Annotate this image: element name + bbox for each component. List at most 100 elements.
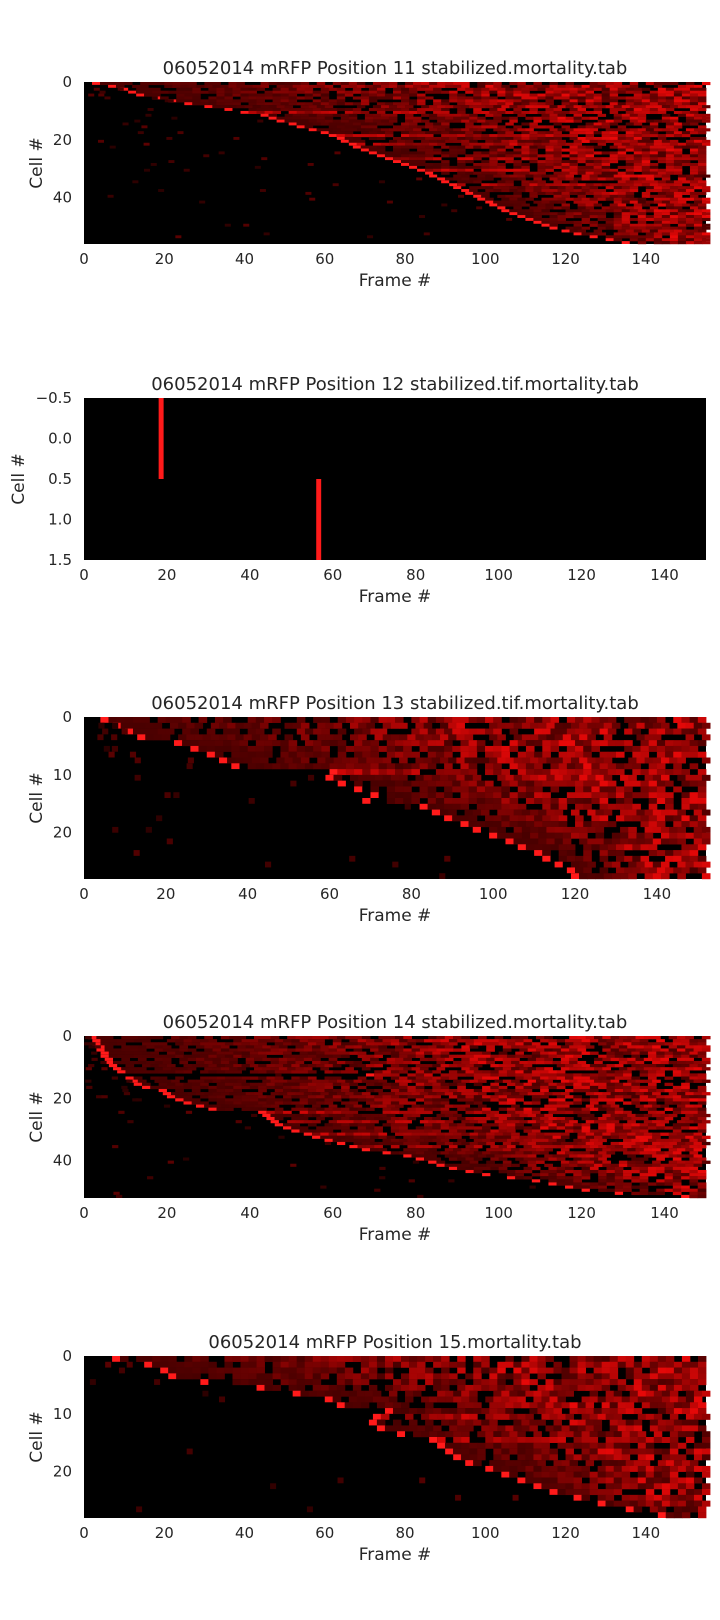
heat-cell <box>204 1067 213 1071</box>
heat-cell <box>593 93 603 97</box>
heat-cell <box>606 1110 616 1115</box>
heat-cell <box>573 1039 582 1043</box>
heat-cell <box>606 1064 616 1068</box>
heat-cell <box>449 154 458 158</box>
heat-cell <box>624 815 633 822</box>
heat-cell <box>184 93 193 97</box>
heat-cell <box>452 798 461 804</box>
heat-cell <box>482 1042 491 1046</box>
heat-cell <box>661 177 671 181</box>
heat-cell <box>361 1036 371 1040</box>
heat-cell <box>372 84 382 88</box>
heat-cell <box>264 90 274 94</box>
heat-cell <box>200 90 209 94</box>
onset-cell <box>113 1067 122 1071</box>
heat-cell <box>660 838 670 845</box>
heat-cell <box>701 1057 711 1062</box>
heat-cell <box>490 1076 500 1080</box>
heat-cell <box>669 200 679 204</box>
heat-cell <box>639 1070 649 1074</box>
heat-cell <box>597 212 607 216</box>
heat-cell <box>121 1060 131 1065</box>
heat-cell <box>85 1067 92 1071</box>
heat-cell <box>200 1082 209 1087</box>
heat-cell <box>501 769 510 776</box>
heat-cell <box>624 867 633 874</box>
heat-cell <box>401 157 410 161</box>
heat-cell <box>657 191 667 196</box>
heat-cell <box>673 206 683 210</box>
onset-cell <box>477 197 486 201</box>
heat-cell <box>553 194 562 198</box>
heat-cell <box>506 1145 516 1149</box>
heat-cell <box>656 1064 665 1068</box>
heat-cell <box>649 122 659 126</box>
heat-cell <box>469 1079 479 1083</box>
heat-cell <box>360 102 370 106</box>
heat-cell <box>493 82 502 86</box>
heat-cell <box>573 1054 582 1059</box>
heat-cell <box>509 717 519 723</box>
heat-cell <box>527 1092 537 1096</box>
heat-cell <box>644 757 654 764</box>
heat-cell <box>252 84 261 88</box>
heat-cell <box>100 1060 107 1065</box>
heat-cell <box>270 1048 280 1052</box>
heat-cell <box>374 1101 383 1105</box>
heat-cell <box>594 1104 603 1108</box>
heat-cell <box>613 217 623 222</box>
heat-cell <box>133 1054 143 1059</box>
heat-cell <box>595 757 605 764</box>
heat-cell <box>577 151 587 155</box>
heat-cell <box>661 116 671 120</box>
heat-cell <box>362 728 371 735</box>
heat-cell <box>325 757 335 764</box>
heat-cell <box>657 136 667 141</box>
heat-cell <box>577 1048 587 1052</box>
heat-cell <box>521 99 530 103</box>
heat-cell <box>324 1088 334 1093</box>
heat-cell <box>530 774 539 781</box>
heat-cell <box>296 110 306 115</box>
heat-cell <box>214 751 224 758</box>
y-axis-label: Cell # <box>27 772 47 823</box>
heat-cell <box>208 96 217 100</box>
heat-cell <box>585 93 595 97</box>
heat-cell <box>374 1051 383 1055</box>
heat-cell <box>409 163 418 167</box>
heat-cell <box>673 110 683 115</box>
heat-cell <box>517 792 527 799</box>
heat-cell <box>345 1092 354 1096</box>
heat-cell <box>569 131 578 135</box>
heat-cell <box>490 1123 500 1127</box>
heat-cell <box>143 142 150 146</box>
heat-cell <box>573 209 582 213</box>
heat-cell <box>613 200 623 204</box>
heat-cell <box>307 1095 317 1099</box>
heat-cell <box>341 1138 350 1143</box>
heat-cell <box>158 1076 168 1080</box>
heat-cell <box>486 1060 495 1065</box>
heat-cell <box>689 168 699 172</box>
heat-cell <box>541 197 550 201</box>
heat-cell <box>243 757 253 764</box>
heat-cell <box>407 1129 417 1133</box>
heat-cell <box>444 751 453 758</box>
heat-cell <box>594 1079 603 1083</box>
heat-cell <box>533 189 542 193</box>
onset-cell <box>100 717 109 723</box>
heat-cell <box>629 212 639 216</box>
y-tick-label: 20 <box>53 131 72 149</box>
heat-cell <box>405 128 414 132</box>
heat-cell <box>473 1129 483 1133</box>
heat-cell <box>673 148 683 152</box>
heat-cell <box>497 734 506 741</box>
heat-cell <box>556 1085 566 1090</box>
heat-cell <box>469 1092 479 1096</box>
heat-cell <box>252 105 261 109</box>
heat-cell <box>681 110 691 115</box>
heat-cell <box>525 215 534 219</box>
heat-cell <box>392 108 402 112</box>
x-tick-label: 40 <box>240 566 259 584</box>
heat-cell <box>643 1148 653 1152</box>
